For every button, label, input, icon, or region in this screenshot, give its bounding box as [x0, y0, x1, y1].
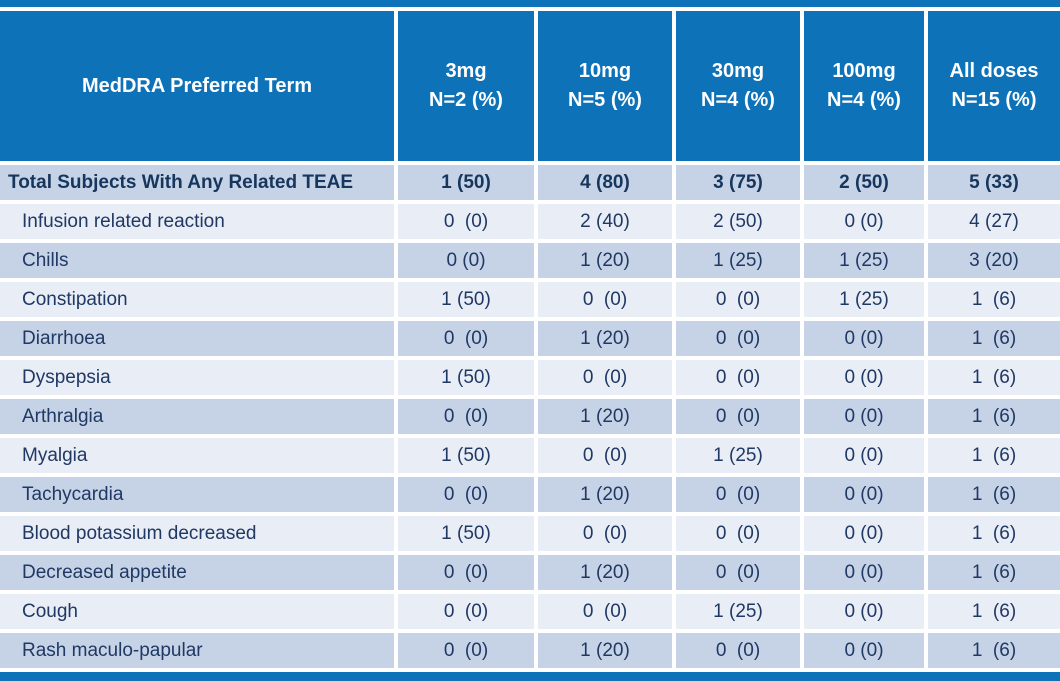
value-cell: 1 (6): [928, 282, 1060, 317]
value-cell: 1 (6): [928, 438, 1060, 473]
value-cell: 0 (0): [804, 399, 924, 434]
value-cell: 1 (6): [928, 360, 1060, 395]
col-header-3mg: 3mg N=2 (%): [398, 11, 534, 161]
value-cell: 0 (0): [398, 243, 534, 278]
value-cell: 0 (0): [804, 321, 924, 356]
value-cell: 1 (6): [928, 516, 1060, 551]
value-cell: 2 (40): [538, 204, 672, 239]
value-cell: 0 (0): [804, 555, 924, 590]
value-cell: 0 (0): [676, 282, 800, 317]
value-cell: 4 (80): [538, 165, 672, 200]
value-cell: 0 (0): [398, 555, 534, 590]
value-cell: 0 (0): [676, 360, 800, 395]
value-cell: 1 (20): [538, 399, 672, 434]
value-cell: 0 (0): [538, 594, 672, 629]
value-cell: 0 (0): [804, 360, 924, 395]
col-header-30mg: 30mg N=4 (%): [676, 11, 800, 161]
value-cell: 1 (6): [928, 594, 1060, 629]
value-cell: 1 (20): [538, 321, 672, 356]
value-cell: 1 (20): [538, 555, 672, 590]
col-header-all-doses: All doses N=15 (%): [928, 11, 1060, 161]
term-cell: Chills: [0, 243, 394, 278]
term-cell: Dyspepsia: [0, 360, 394, 395]
value-cell: 3 (75): [676, 165, 800, 200]
value-cell: 1 (25): [804, 282, 924, 317]
term-cell: Decreased appetite: [0, 555, 394, 590]
value-cell: 5 (33): [928, 165, 1060, 200]
value-cell: 0 (0): [538, 282, 672, 317]
value-cell: 0 (0): [804, 204, 924, 239]
value-cell: 4 (27): [928, 204, 1060, 239]
term-cell: Arthralgia: [0, 399, 394, 434]
value-cell: 0 (0): [804, 477, 924, 512]
value-cell: 1 (6): [928, 321, 1060, 356]
value-cell: 0 (0): [398, 594, 534, 629]
value-cell: 1 (50): [398, 282, 534, 317]
term-cell: Cough: [0, 594, 394, 629]
value-cell: 1 (20): [538, 477, 672, 512]
col-header-100mg: 100mg N=4 (%): [804, 11, 924, 161]
value-cell: 1 (25): [804, 243, 924, 278]
term-cell: Total Subjects With Any Related TEAE: [0, 165, 394, 200]
value-cell: 0 (0): [804, 594, 924, 629]
value-cell: 1 (6): [928, 399, 1060, 434]
top-accent-bar: [0, 0, 1060, 7]
value-cell: 0 (0): [398, 477, 534, 512]
value-cell: 2 (50): [676, 204, 800, 239]
col-header-10mg: 10mg N=5 (%): [538, 11, 672, 161]
value-cell: 1 (6): [928, 555, 1060, 590]
value-cell: 1 (50): [398, 516, 534, 551]
value-cell: 1 (25): [676, 438, 800, 473]
value-cell: 0 (0): [804, 438, 924, 473]
value-cell: 0 (0): [398, 399, 534, 434]
value-cell: 2 (50): [804, 165, 924, 200]
value-cell: 1 (20): [538, 633, 672, 668]
term-cell: Constipation: [0, 282, 394, 317]
value-cell: 0 (0): [676, 633, 800, 668]
value-cell: 0 (0): [804, 516, 924, 551]
term-cell: Diarrhoea: [0, 321, 394, 356]
value-cell: 0 (0): [398, 633, 534, 668]
term-cell: Tachycardia: [0, 477, 394, 512]
value-cell: 0 (0): [676, 555, 800, 590]
value-cell: 0 (0): [676, 399, 800, 434]
value-cell: 1 (50): [398, 438, 534, 473]
meddra-term-header: MedDRA Preferred Term: [0, 11, 394, 161]
term-cell: Myalgia: [0, 438, 394, 473]
term-cell: Infusion related reaction: [0, 204, 394, 239]
value-cell: 1 (25): [676, 594, 800, 629]
term-cell: Blood potassium decreased: [0, 516, 394, 551]
bottom-accent-bar: [0, 672, 1060, 681]
value-cell: 1 (6): [928, 477, 1060, 512]
value-cell: 1 (50): [398, 165, 534, 200]
value-cell: 3 (20): [928, 243, 1060, 278]
value-cell: 0 (0): [398, 204, 534, 239]
value-cell: 0 (0): [538, 360, 672, 395]
value-cell: 1 (25): [676, 243, 800, 278]
value-cell: 1 (20): [538, 243, 672, 278]
value-cell: 0 (0): [676, 477, 800, 512]
value-cell: 0 (0): [804, 633, 924, 668]
term-cell: Rash maculo-papular: [0, 633, 394, 668]
value-cell: 0 (0): [676, 321, 800, 356]
value-cell: 0 (0): [676, 516, 800, 551]
value-cell: 1 (6): [928, 633, 1060, 668]
value-cell: 0 (0): [398, 321, 534, 356]
value-cell: 0 (0): [538, 516, 672, 551]
value-cell: 0 (0): [538, 438, 672, 473]
value-cell: 1 (50): [398, 360, 534, 395]
